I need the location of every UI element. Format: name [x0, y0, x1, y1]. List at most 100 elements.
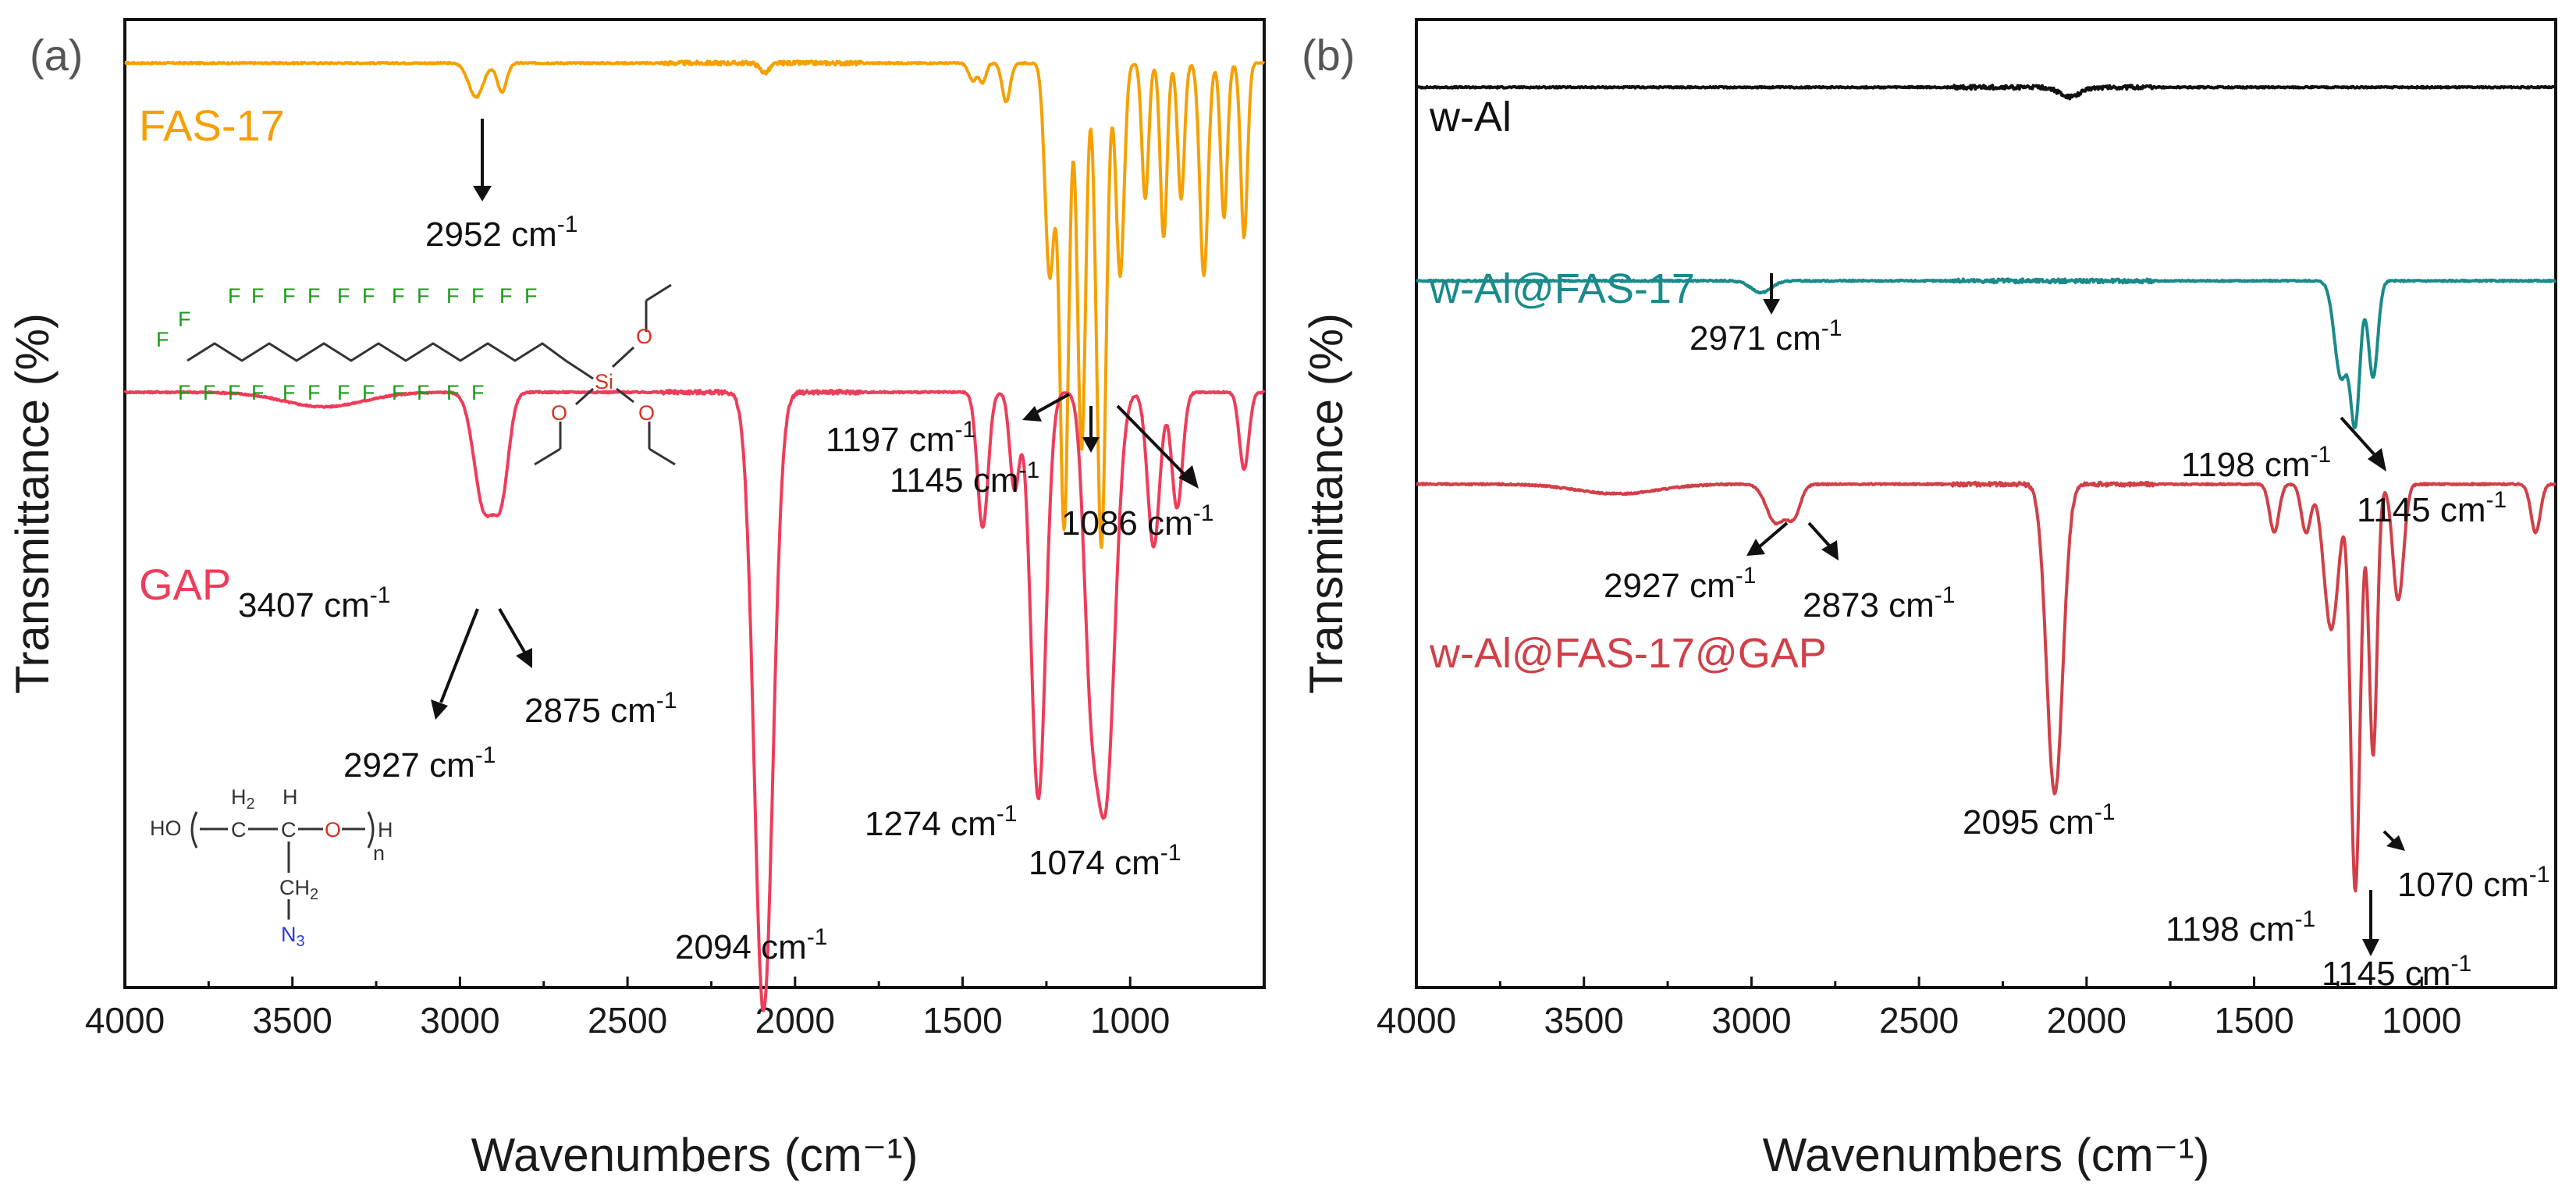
fas17-si-atom: Si — [595, 370, 613, 393]
fas17-ethyl-bond — [648, 447, 676, 466]
fas17-f-atom: F — [178, 308, 191, 331]
panel-b-legend-w-al-fas17: w-Al@FAS-17 — [1429, 265, 1695, 312]
panel-a-x-axis-title: Wavenumbers (cm⁻¹) — [471, 1129, 918, 1181]
arrow-2927-b — [1758, 521, 1789, 548]
fas17-f-atom: F — [392, 284, 405, 308]
fas17-f-atom: F — [499, 284, 513, 308]
fas17-o-bond — [611, 346, 635, 368]
panel-b-series-w-al-fas17 — [1416, 277, 2557, 429]
gap-h2-label: H2 — [231, 785, 255, 813]
gap-n3-group: N3 — [281, 923, 305, 950]
fas17-f-atom: F — [392, 381, 405, 404]
panel-a-x-tick-label: 4000 — [85, 1000, 165, 1041]
gap-left-paren — [190, 811, 198, 849]
fas17-si-bond — [565, 359, 594, 380]
panel-b-x-tick-label: 1500 — [2214, 1000, 2294, 1041]
arrowhead-2875 — [516, 648, 532, 668]
panel-b-frame — [1415, 18, 2557, 989]
gap-h-atom: H — [282, 785, 298, 809]
arrow-2873-b — [1807, 521, 1832, 548]
anno-1145: 1145 cm-1 — [890, 457, 1039, 500]
fas17-f-atom: F — [446, 381, 460, 404]
arrowhead-2927 — [431, 699, 448, 720]
arrowhead-1070-b — [2386, 835, 2405, 851]
panel-a-x-tick-label: 3500 — [253, 1000, 332, 1041]
fas17-o-bond — [616, 387, 634, 404]
arrowhead-2971 — [1763, 299, 1780, 315]
panel-b-x-tick-label: 3500 — [1544, 1000, 1624, 1041]
anno-1198-bottom: 1198 cm-1 — [2166, 906, 2315, 948]
panel-a-y-axis-title: Transmittance (%) — [6, 313, 59, 694]
fas17-f-atom: F — [156, 328, 169, 351]
panel-a-x-tick-label: 3000 — [420, 1000, 499, 1041]
anno-2094: 2094 cm-1 — [675, 924, 827, 966]
fas17-o-atom: O — [551, 401, 567, 425]
fas17-f-atom: F — [524, 284, 538, 308]
anno-2927: 2927 cm-1 — [343, 742, 496, 785]
gap-structure: HO C H2 C H O H n CH2 N3 — [150, 785, 393, 950]
panel-a: (a) 4000 3500 3000 2500 2000 1500 1000 W… — [6, 18, 1266, 1181]
fas17-chain-bond — [187, 342, 567, 362]
panel-a-legend-fas17: FAS-17 — [139, 101, 285, 150]
fas17-f-atom: F — [228, 284, 241, 308]
fas17-f-atom: F — [282, 284, 296, 308]
panel-b-legend-w-al-fas17-gap: w-Al@FAS-17@GAP — [1429, 630, 1827, 677]
panel-a-series-gap — [123, 388, 1266, 1012]
fas17-f-atom: F — [362, 284, 375, 308]
fas17-f-atom: F — [417, 381, 430, 404]
panel-b-x-tick-label: 3000 — [1711, 1000, 1791, 1041]
fas17-f-atom: F — [251, 284, 265, 308]
anno-2927-b: 2927 cm-1 — [1604, 563, 1756, 605]
panel-b-legend-w-al: w-Al — [1429, 94, 1512, 141]
arrowhead-1197 — [1022, 406, 1042, 422]
panel-b-x-tick-label: 1000 — [2382, 1000, 2461, 1041]
fas17-f-atom: F — [471, 284, 485, 308]
gap-h-end-atom: H — [378, 818, 393, 842]
panel-a-legend-gap: GAP — [139, 560, 231, 609]
panel-a-label: (a) — [30, 30, 83, 80]
anno-1197: 1197 cm-1 — [826, 417, 975, 459]
gap-c-atom: C — [281, 818, 297, 842]
anno-1074: 1074 cm-1 — [1029, 840, 1181, 882]
anno-1198-top: 1198 cm-1 — [2181, 442, 2331, 484]
arrowhead-2952 — [473, 186, 492, 201]
fas17-o-atom: O — [636, 325, 652, 348]
panel-b-x-tick-label: 4000 — [1377, 1000, 1456, 1041]
fas17-f-atom: F — [337, 381, 350, 404]
anno-2971: 2971 cm-1 — [1690, 315, 1842, 358]
arrow-2927 — [439, 608, 479, 703]
panel-b-x-tick-label: 2500 — [1879, 1000, 1959, 1041]
anno-3407: 3407 cm-1 — [238, 582, 390, 625]
anno-1086: 1086 cm-1 — [1061, 500, 1213, 543]
fas17-f-atom: F — [178, 381, 191, 404]
gap-ho-atom: HO — [150, 817, 182, 840]
anno-2095-b: 2095 cm-1 — [1963, 799, 2115, 842]
gap-ch2-group: CH2 — [279, 876, 318, 903]
panel-a-annotations: 2952 cm-1 1197 cm-1 1145 cm-1 1086 cm-1 … — [238, 119, 1213, 966]
fas17-f-atom: F — [471, 381, 485, 404]
fas17-f-atom: F — [203, 381, 216, 404]
gap-n-subscript: n — [373, 842, 385, 865]
arrowhead-1086 — [1178, 465, 1199, 489]
fas17-f-atom: F — [362, 381, 375, 404]
fas17-f-atom: F — [446, 284, 460, 308]
fas17-f-atom: F — [228, 381, 241, 404]
fas17-structure: Si O O O FFF FF FF FF FF FF FF FF FF FF FF FF F — [156, 283, 676, 466]
anno-2875: 2875 cm-1 — [524, 688, 677, 730]
panel-b-x-axis: 4000 3500 3000 2500 2000 1500 1000 — [1377, 977, 2461, 1041]
fas17-ethyl-bond — [645, 283, 672, 302]
panel-b: (b) 4000 3500 3000 2500 2000 1500 1000 W… — [1300, 18, 2557, 1181]
fas17-ethyl-bond — [534, 447, 561, 466]
arrowhead-2873-b — [1821, 540, 1839, 560]
panel-b-label: (b) — [1302, 30, 1355, 80]
panel-b-x-tick-label: 2000 — [2047, 1000, 2127, 1041]
anno-1145-bottom: 1145 cm-1 — [2322, 951, 2471, 993]
fas17-o-bond — [574, 387, 595, 406]
arrowhead-1145 — [1082, 437, 1100, 453]
anno-1274: 1274 cm-1 — [865, 801, 1017, 843]
gap-right-paren — [367, 811, 375, 849]
fas17-f-atom: F — [307, 381, 321, 404]
fas17-f-atom: F — [282, 381, 296, 404]
arrow-1086 — [1116, 404, 1188, 478]
anno-2952: 2952 cm-1 — [425, 212, 577, 254]
